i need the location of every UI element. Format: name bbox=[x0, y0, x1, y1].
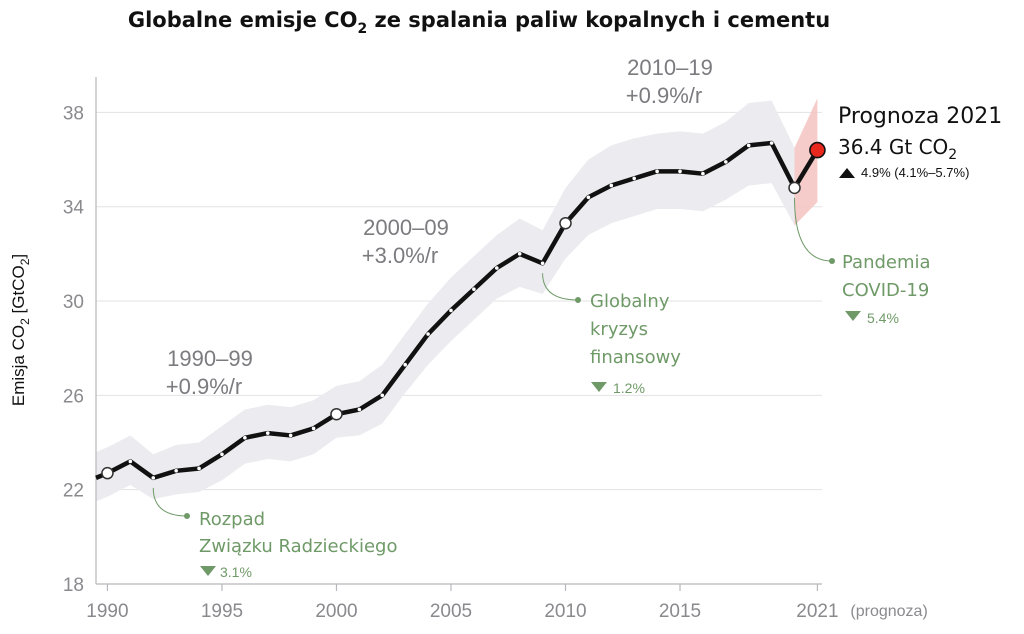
y-tick-label-38: 38 bbox=[63, 103, 84, 124]
data-point-2011 bbox=[586, 195, 591, 200]
y-tick-label-30: 30 bbox=[63, 292, 84, 313]
x-tick-label-2010: 2010 bbox=[544, 601, 586, 622]
forecast-change: 4.9% (4.1%–5.7%) bbox=[861, 165, 969, 180]
x-tick-label-2021: 2021 bbox=[796, 601, 838, 622]
data-point-2015 bbox=[678, 169, 682, 174]
data-point-2020 bbox=[788, 181, 801, 195]
event-ussr-dot bbox=[184, 513, 190, 519]
data-point-2012 bbox=[609, 183, 614, 188]
chart-title: Globalne emisje CO2 ze spalania paliw ko… bbox=[128, 8, 830, 37]
data-point-1997 bbox=[265, 431, 270, 435]
event-covid-leader bbox=[794, 197, 833, 262]
forecast-title: Prognoza 2021 bbox=[838, 104, 1002, 129]
data-point-1994 bbox=[197, 466, 201, 471]
forecast-label: Prognoza 2021 36.4 Gt CO2 4.9% (4.1%–5.7… bbox=[838, 104, 1002, 180]
data-point-2007 bbox=[494, 266, 499, 270]
uncertainty-band-layer bbox=[96, 98, 818, 502]
forecast-band bbox=[794, 98, 818, 226]
forecast-point-2021 bbox=[809, 141, 826, 159]
decade-label-1990: 1990–99 +0.9%/r bbox=[166, 346, 253, 399]
data-point-2005 bbox=[449, 308, 453, 313]
data-point-2014 bbox=[655, 169, 659, 174]
down-triangle-icon bbox=[591, 382, 607, 392]
data-point-2003 bbox=[403, 362, 407, 367]
event-crisis-label: Globalny kryzys finansowy bbox=[590, 291, 681, 368]
data-point-2016 bbox=[701, 171, 705, 176]
decade-label-2010: 2010–19 +0.9%/r bbox=[626, 55, 713, 108]
data-point-2006 bbox=[472, 287, 476, 292]
data-point-2010 bbox=[559, 216, 572, 230]
event-ussr-label: Rozpad Związku Radzieckiego bbox=[199, 509, 397, 557]
event-covid-dot bbox=[829, 258, 835, 264]
axis-layer bbox=[95, 77, 822, 591]
event-crisis-leader bbox=[542, 273, 579, 301]
event-ussr-change: 3.1% bbox=[220, 564, 252, 580]
data-point-2009 bbox=[540, 261, 545, 266]
data-point-1998 bbox=[288, 433, 293, 438]
data-point-1990 bbox=[101, 466, 114, 480]
chart-title-rest: ze spalania paliw kopalnych i cementu bbox=[367, 8, 830, 32]
event-covid-label: Pandemia COVID-19 bbox=[842, 252, 931, 301]
data-point-1991 bbox=[128, 459, 133, 464]
y-axis-label: Emisja CO2 [GtCO2] bbox=[9, 254, 32, 406]
y-tick-label-34: 34 bbox=[63, 198, 85, 219]
x-tick-label-2015: 2015 bbox=[659, 601, 701, 622]
x-tick-suffix: (prognoza) bbox=[850, 603, 927, 620]
chart-title-main: Globalne emisje CO bbox=[128, 8, 358, 32]
event-covid: Pandemia COVID-19 5.4% bbox=[794, 197, 931, 326]
data-point-2013 bbox=[632, 176, 637, 181]
data-point-2001 bbox=[357, 407, 362, 412]
x-tick-label-1990: 1990 bbox=[86, 601, 128, 622]
event-financial-crisis: Globalny kryzys finansowy 1.2% bbox=[542, 273, 681, 396]
data-point-1995 bbox=[220, 452, 224, 457]
data-point-1992 bbox=[151, 476, 156, 480]
data-point-2019 bbox=[769, 141, 774, 145]
y-tick-label-18: 18 bbox=[63, 575, 84, 596]
data-point-2008 bbox=[517, 252, 522, 256]
x-tick-label-2005: 2005 bbox=[430, 601, 472, 622]
event-crisis-change: 1.2% bbox=[613, 380, 645, 396]
tick-labels-layer: 18 22 26 30 34 38 1990 1995 2000 2005 2010 2015 2021… bbox=[63, 103, 928, 622]
data-point-2000 bbox=[330, 407, 343, 421]
y-tick-label-26: 26 bbox=[63, 386, 84, 407]
y-tick-label-22: 22 bbox=[63, 481, 84, 502]
points-layer bbox=[101, 141, 826, 480]
event-crisis-dot bbox=[575, 297, 581, 303]
data-point-1999 bbox=[311, 426, 316, 431]
decade-label-2000: 2000–09 +3.0%/r bbox=[362, 215, 449, 268]
data-point-2018 bbox=[746, 143, 751, 148]
up-triangle-icon bbox=[839, 168, 855, 178]
down-triangle-icon bbox=[200, 566, 216, 576]
uncertainty-band bbox=[96, 100, 795, 502]
data-point-1996 bbox=[243, 435, 247, 440]
x-tick-label-1995: 1995 bbox=[201, 601, 243, 622]
event-ussr-leader bbox=[152, 487, 188, 517]
data-point-1993 bbox=[174, 469, 178, 473]
down-triangle-icon bbox=[845, 311, 861, 321]
event-covid-change: 5.4% bbox=[867, 310, 899, 326]
data-point-2004 bbox=[426, 332, 430, 336]
event-ussr-collapse: Rozpad Związku Radzieckiego 3.1% bbox=[152, 487, 397, 580]
chart-title-sub: 2 bbox=[357, 21, 367, 37]
data-point-2002 bbox=[380, 393, 385, 398]
data-point-2017 bbox=[724, 160, 728, 164]
x-tick-label-2000: 2000 bbox=[315, 601, 357, 622]
forecast-value: 36.4 Gt CO2 bbox=[838, 135, 957, 163]
